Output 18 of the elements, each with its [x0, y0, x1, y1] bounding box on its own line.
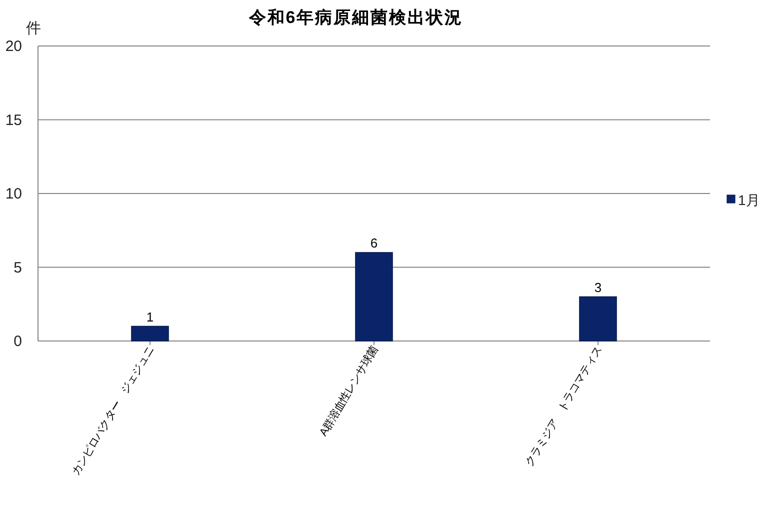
data-label: 3	[594, 280, 602, 295]
x-tick-label: A群溶血性レンサ球菌	[316, 344, 381, 438]
y-tick-label: 20	[5, 38, 22, 55]
bar	[355, 252, 393, 342]
data-label: 6	[370, 236, 378, 250]
y-tick-label: 0	[14, 333, 22, 350]
bar	[131, 326, 169, 342]
bar	[579, 296, 617, 342]
legend-label: 1月	[738, 192, 760, 208]
x-tick-label: クラミジア トラコマティス	[523, 344, 605, 469]
y-tick-label: 15	[5, 112, 22, 129]
y-tick-label: 10	[5, 186, 22, 202]
x-tick-label: カンピロバクター ジェジュニ	[70, 344, 157, 478]
chart-title: 令和6年病原細菌検出状況	[248, 8, 464, 27]
y-tick-label: 5	[14, 259, 22, 276]
data-label: 1	[146, 309, 154, 324]
y-axis-title: 件	[26, 20, 41, 37]
legend: 1月	[726, 192, 760, 208]
